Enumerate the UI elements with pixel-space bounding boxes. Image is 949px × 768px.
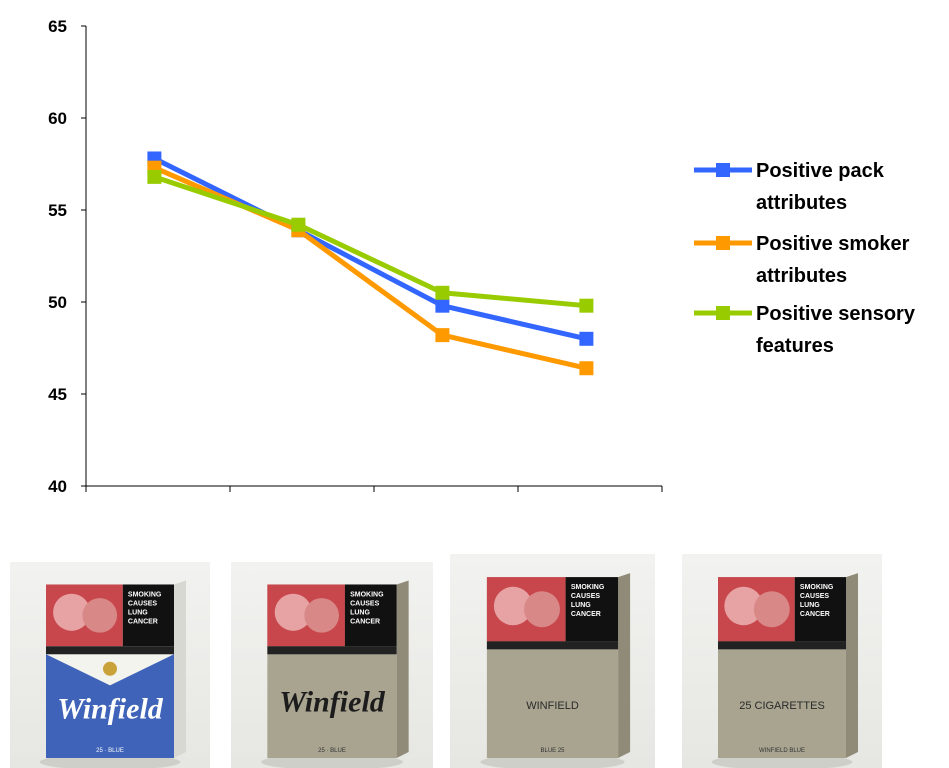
crest-icon [103,661,117,676]
x-ticks [85,486,663,492]
warning-image-face [274,593,312,631]
warning-text: CANCER [800,611,830,618]
warning-image-face [724,586,763,626]
warning-text-box [122,584,174,647]
data-point-s3-2 [291,217,306,232]
warning-text: SMOKING [800,584,834,591]
warning-text: CANCER [128,618,158,625]
warning-text: CANCER [350,618,380,625]
warning-text: CANCER [571,611,601,618]
pack-illustration: SMOKING CAUSES LUNG CANCER Winfield 25 · BLUE [260,580,409,768]
y-tick-label: 50 [48,293,67,312]
y-tick-label: 65 [48,17,67,36]
legend-label-line: Positive smoker [756,233,910,255]
legend-label-line: features [756,335,834,357]
legend-swatch-marker [716,236,730,250]
pack-blue-panel [46,654,174,758]
pack-side [174,580,186,758]
warning-caption-strip [486,641,619,650]
legend-label-line: Positive sensory [756,303,916,325]
pack-illustration: SMOKING CAUSES LUNG CANCER WINFIELD BLUE 25 [480,573,631,768]
legend-item-2: Positive smoker attributes [694,233,910,287]
legend-label-line: Positive pack [756,160,885,182]
pack-brand-text: WINFIELD [526,700,579,712]
pack-image-2: SMOKING CAUSES LUNG CANCER Winfield 25 · BLUE [231,562,433,768]
warning-image-face [753,591,790,628]
warning-image-face [493,586,533,626]
y-tick-label: 40 [48,477,67,496]
warning-image-face [82,598,118,633]
legend-swatch-marker [716,163,730,177]
warning-image-face [304,598,339,633]
data-point-s1-3 [435,298,450,313]
warning-text: CAUSES [350,600,380,607]
y-tick-label: 60 [48,109,67,128]
pack-side [396,580,409,758]
series-line-3 [153,174,587,309]
data-point-s1-4 [579,331,594,346]
warning-text: SMOKING [571,584,605,591]
data-point-s3-3 [435,285,450,300]
chart-axes [85,26,662,487]
y-tick-label: 45 [48,385,67,404]
pack-image-4: SMOKING CAUSES LUNG CANCER 25 CIGARETTES WINF… [682,554,882,768]
warning-text: LUNG [571,602,591,609]
legend-label-line: attributes [756,265,847,287]
series-markers [147,151,594,376]
warning-text-box [565,577,619,642]
warning-text-box [344,584,397,647]
pack-subtext: 25 · BLUE [96,748,124,754]
legend-swatch-marker [716,306,730,320]
pack-illustration: SMOKING CAUSES LUNG CANCER 25 CIGARETTES WINF… [711,573,858,768]
data-point-s3-4 [579,298,594,313]
series-lines [153,156,587,371]
pack-image-3: SMOKING CAUSES LUNG CANCER WINFIELD BLUE 25 [450,554,655,768]
warning-text: LUNG [350,609,370,616]
pack-subtext: BLUE 25 [540,748,565,754]
pack-subtext: 25 · BLUE [318,748,346,754]
legend-item-1: Positive pack attributes [694,160,885,214]
pack-brand-text: 25 CIGARETTES [739,700,825,712]
data-point-s3-1 [147,169,162,184]
warning-text: SMOKING [350,591,384,598]
warning-text: CAUSES [128,600,158,607]
warning-text-box [794,577,846,642]
warning-image-face [53,593,91,631]
y-tick-label: 55 [48,201,67,220]
pack-side [618,573,631,758]
legend-item-3: Positive sensory features [694,303,916,357]
pack-brand-text: Winfield [279,685,386,718]
y-ticks: 40 45 50 55 60 65 [48,17,86,496]
warning-caption-strip [267,646,397,655]
warning-caption-strip [718,641,846,650]
pack-subtext: WINFIELD BLUE [759,748,805,754]
warning-caption-strip [46,646,174,655]
warning-text: LUNG [128,609,148,616]
warning-text: CAUSES [571,593,601,600]
pack-illustration: SMOKING CAUSES LUNG CANCER Winfield 25 · BLUE [39,580,186,768]
warning-text: CAUSES [800,593,830,600]
warning-text: LUNG [800,602,820,609]
warning-image-face [524,591,560,628]
warning-text: SMOKING [128,591,162,598]
series-line-1 [153,156,587,342]
data-point-s2-3 [435,328,450,343]
legend-label-line: attributes [756,192,847,214]
pack-image-1: SMOKING CAUSES LUNG CANCER Winfield 25 · BLUE [10,562,210,768]
pack-brand-text: Winfield [57,693,164,726]
data-point-s2-4 [579,361,594,376]
pack-side [846,573,858,758]
legend: Positive pack attributes Positive smoker at… [694,160,916,357]
